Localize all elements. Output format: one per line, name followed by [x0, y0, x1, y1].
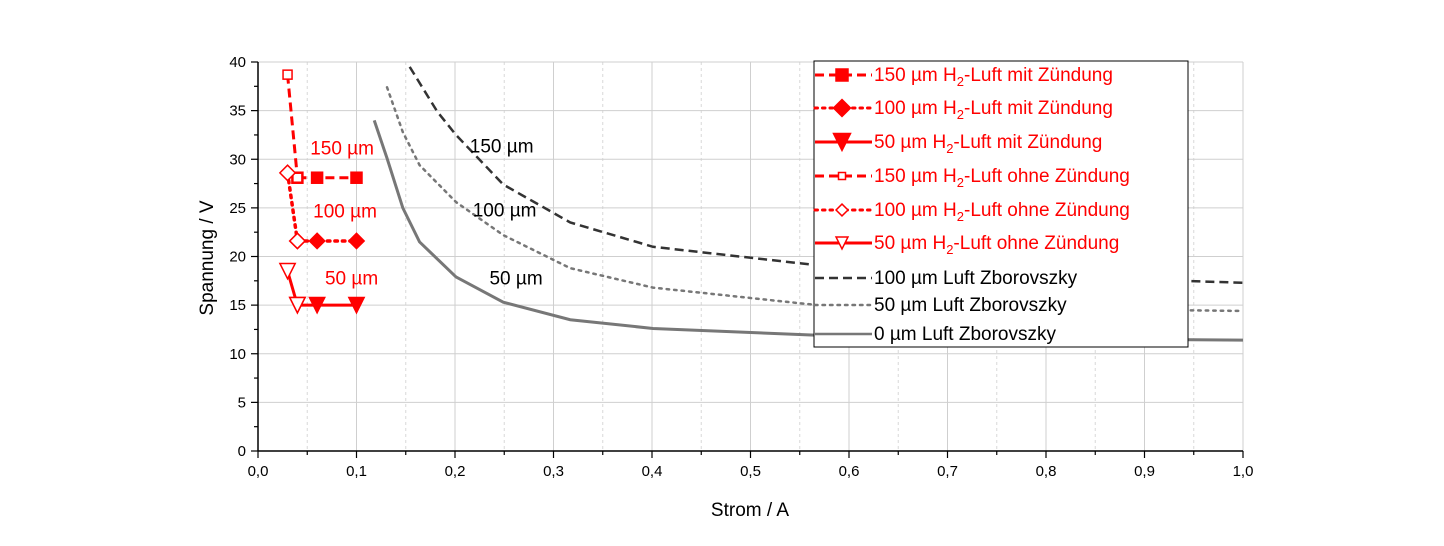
curve-label: 150 µm [470, 136, 534, 157]
series-7 [408, 66, 1244, 285]
legend-box [813, 60, 1189, 348]
x-tick-label: 0,2 [445, 463, 466, 480]
legend: 150 µm H2-Luft mit Zündung 100 µm H2-Luft… [813, 60, 1189, 348]
annotations: 150 µm 100 µm 50 µm 150 µm 100 µm 50 µm [310, 136, 542, 289]
diamond-marker [347, 232, 366, 250]
legend-label: 50 µm H2-Luft ohne Zündung [874, 233, 1119, 257]
y-tick-label: 0 [238, 443, 246, 460]
x-tick-label: 0,6 [839, 463, 860, 480]
triangle-down-marker [308, 296, 326, 315]
y-tick-label: 30 [229, 151, 246, 168]
legend-label: 100 µm H2-Luft ohne Zündung [874, 200, 1130, 224]
legend-item: 50 µm H2-Luft ohne Zündung [815, 233, 1119, 257]
legend-item: 150 µm H2-Luft ohne Zündung [815, 166, 1130, 190]
open-square-marker [837, 171, 847, 181]
legend-item: 0 µm Luft Zborovszky [815, 324, 1057, 345]
open-diamond-marker [288, 232, 307, 250]
x-tick-label: 0,3 [543, 463, 564, 480]
legend-item: 150 µm H2-Luft mit Zündung [815, 65, 1113, 89]
legend-label: 100 µm H2-Luft mit Zündung [874, 98, 1113, 122]
legend-item: 100 µm H2-Luft ohne Zündung [813, 200, 1130, 224]
y-tick-label: 25 [229, 200, 246, 217]
open-triangle-down-marker [834, 236, 850, 251]
curve-label: 50 µm [489, 269, 542, 290]
x-tick-label: 0,4 [642, 463, 663, 480]
series-line [408, 66, 1244, 285]
legend-item: 100 µm H2-Luft mit Zündung [813, 98, 1113, 122]
x-tick-label: 0,7 [937, 463, 958, 480]
open-square-marker [292, 172, 303, 183]
triangle-down-marker [832, 132, 852, 153]
series-4 [282, 69, 303, 183]
x-tick-label: 0,1 [346, 463, 367, 480]
x-tick-label: 0,9 [1134, 463, 1155, 480]
y-tick-label: 35 [229, 103, 246, 120]
series-line [286, 74, 299, 178]
square-marker [350, 171, 363, 184]
curve-label: 100 µm [313, 202, 377, 223]
triangle-down-marker [347, 296, 366, 315]
curve-label: 100 µm [473, 201, 537, 222]
diamond-marker [832, 98, 852, 118]
open-triangle-down-marker [278, 262, 297, 281]
square-marker [835, 68, 849, 82]
curve-label: 150 µm [310, 138, 374, 159]
y-tick-label: 5 [238, 394, 246, 411]
legend-label: 100 µm Luft Zborovszky [874, 268, 1078, 289]
open-square-marker [282, 69, 293, 80]
y-tick-label: 10 [229, 346, 246, 363]
y-tick-label: 15 [229, 297, 246, 314]
open-diamond-marker [834, 202, 850, 218]
legend-label: 50 µm Luft Zborovszky [874, 295, 1067, 316]
series-line [285, 171, 300, 243]
y-tick-label: 20 [229, 249, 246, 266]
series-5 [278, 164, 307, 250]
x-axis-label: Strom / A [711, 500, 789, 521]
x-tick-label: 0,8 [1036, 463, 1057, 480]
y-axis-label: Spannung / V [197, 200, 218, 315]
legend-label: 50 µm H2-Luft mit Zündung [874, 132, 1102, 156]
x-tick-label: 0,5 [740, 463, 761, 480]
legend-item: 50 µm H2-Luft mit Zündung [815, 132, 1102, 156]
x-tick-label: 0,0 [248, 463, 269, 480]
open-triangle-down-marker [288, 296, 307, 315]
legend-label: 0 µm Luft Zborovszky [874, 324, 1057, 345]
open-diamond-marker [278, 164, 297, 182]
legend-label: 150 µm H2-Luft ohne Zündung [874, 166, 1130, 190]
x-tick-label: 1,0 [1233, 463, 1254, 480]
y-tick-label: 40 [229, 54, 246, 71]
series-1 [291, 171, 363, 184]
legend-label: 150 µm H2-Luft mit Zündung [874, 65, 1113, 89]
square-marker [310, 171, 324, 184]
curve-label: 50 µm [325, 269, 378, 290]
axes: 0,0 0,1 0,2 0,3 0,4 0,5 0,6 0,7 0,8 0,9 1,0 0 5 10 15 2… [229, 54, 1253, 480]
legend-item: 100 µm Luft Zborovszky [815, 268, 1078, 289]
series-6 [278, 262, 307, 315]
diamond-marker [308, 232, 326, 250]
legend-item: 50 µm Luft Zborovszky [813, 295, 1067, 316]
